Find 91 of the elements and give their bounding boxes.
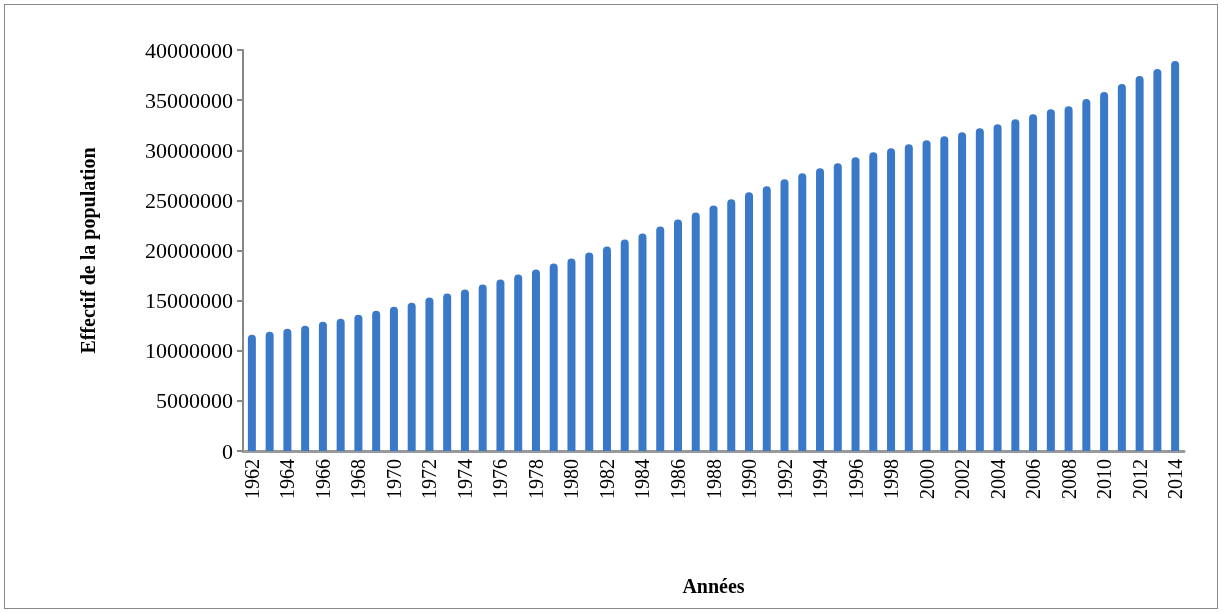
x-tick-label: 1984 <box>631 459 654 499</box>
x-tick-label: 2010 <box>1093 459 1116 499</box>
bar <box>1011 119 1020 451</box>
x-tick-label: 1996 <box>844 459 867 499</box>
bar <box>372 310 381 451</box>
bar <box>354 314 363 451</box>
x-tick-label: 2002 <box>951 459 974 499</box>
bar <box>1171 61 1180 451</box>
bar <box>922 140 931 451</box>
bar <box>478 284 487 451</box>
bar <box>496 279 505 451</box>
bar <box>1100 92 1109 451</box>
bar <box>265 331 274 451</box>
x-tick-label: 1992 <box>773 459 796 499</box>
bar <box>833 163 842 451</box>
x-tick-label: 1974 <box>453 459 476 499</box>
bar <box>656 226 665 451</box>
bar <box>567 258 576 451</box>
bar <box>638 233 647 451</box>
x-tick-label: 2008 <box>1057 459 1080 499</box>
bar <box>585 252 594 451</box>
x-tick-label: 2014 <box>1164 459 1187 499</box>
y-tick-label: 0 <box>222 438 233 464</box>
bar <box>1082 99 1091 451</box>
x-tick-label: 1964 <box>276 459 299 499</box>
bar <box>709 205 718 451</box>
y-tick-label: 25000000 <box>145 187 233 213</box>
x-tick-label: 2000 <box>915 459 938 499</box>
bar <box>780 179 789 451</box>
bar <box>460 289 469 451</box>
x-tick-label: 2012 <box>1128 459 1151 499</box>
bar <box>816 168 825 451</box>
x-tick-label: 1990 <box>738 459 761 499</box>
bar <box>283 328 292 451</box>
bar <box>1029 114 1038 451</box>
bar <box>851 157 860 451</box>
x-tick-label: 1986 <box>666 459 689 499</box>
bar <box>798 173 807 451</box>
bar <box>762 186 771 451</box>
y-tick-label: 35000000 <box>145 87 233 113</box>
y-tick-label: 5000000 <box>156 388 233 414</box>
bar <box>514 274 523 451</box>
y-tick-label: 10000000 <box>145 338 233 364</box>
bar <box>1117 84 1126 451</box>
bar <box>1135 76 1144 451</box>
x-tick-label: 1994 <box>809 459 832 499</box>
bar <box>407 302 416 451</box>
bar <box>958 132 967 451</box>
bar <box>1064 106 1073 451</box>
bar <box>869 152 878 451</box>
bar <box>904 144 913 451</box>
bar <box>336 318 345 451</box>
x-tick-label: 2004 <box>986 459 1009 499</box>
x-tick-label: 1972 <box>418 459 441 499</box>
bar <box>1153 69 1162 451</box>
x-tick-label: 1970 <box>382 459 405 499</box>
x-tick-label: 1976 <box>489 459 512 499</box>
bar <box>620 239 629 451</box>
x-tick-label: 2006 <box>1022 459 1045 499</box>
bar <box>549 263 558 451</box>
bar <box>389 306 398 451</box>
x-tick-label: 1978 <box>524 459 547 499</box>
bar <box>247 334 256 451</box>
bar <box>691 212 700 451</box>
bar <box>318 321 327 451</box>
y-tick-label: 30000000 <box>145 137 233 163</box>
bar <box>940 136 949 451</box>
x-tick-label: 1968 <box>347 459 370 499</box>
bar <box>425 297 434 451</box>
bar <box>745 192 754 451</box>
x-tick-label: 1998 <box>880 459 903 499</box>
y-tick-label: 15000000 <box>145 288 233 314</box>
x-tick-label: 1988 <box>702 459 725 499</box>
x-tick-label: 1980 <box>560 459 583 499</box>
bar <box>602 246 611 451</box>
x-axis-title: Années <box>682 575 745 597</box>
bar <box>673 219 682 451</box>
x-tick-label: 1982 <box>595 459 618 499</box>
y-tick-label: 40000000 <box>145 37 233 63</box>
bar <box>887 148 896 451</box>
x-tick-label: 1966 <box>311 459 334 499</box>
bar <box>993 124 1002 451</box>
bar <box>531 269 540 451</box>
x-tick-label: 1962 <box>240 459 263 499</box>
y-axis-title: Effectif de la population <box>77 147 100 354</box>
bar <box>975 128 984 451</box>
bar <box>727 199 736 451</box>
y-tick-label: 20000000 <box>145 238 233 263</box>
bar <box>301 325 310 451</box>
bar <box>443 293 452 451</box>
bar <box>1046 109 1055 451</box>
